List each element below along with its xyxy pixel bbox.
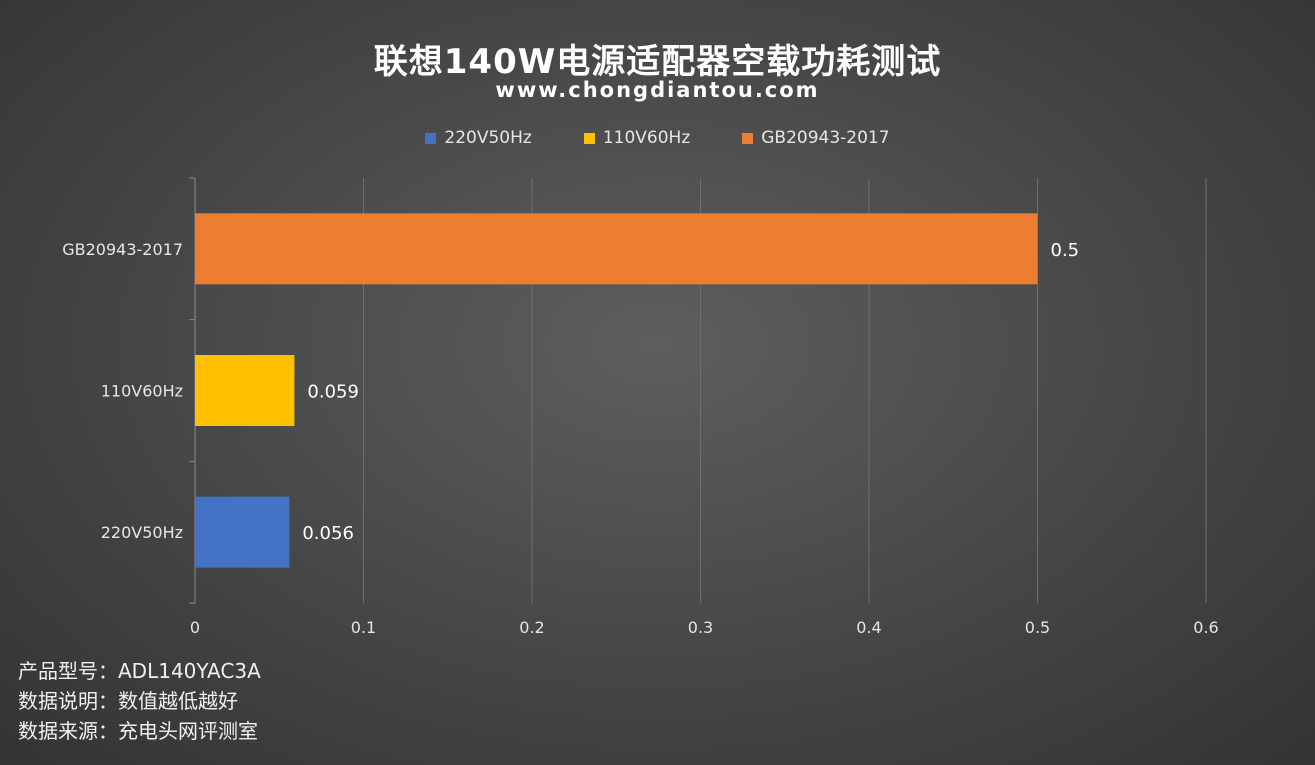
data-label-1: 0.059 bbox=[307, 382, 359, 403]
bar-2 bbox=[195, 213, 1038, 285]
legend: 220V50Hz 110V60Hz GB20943-2017 bbox=[0, 128, 1315, 148]
note-source: 数据来源：充电头网评测室 bbox=[18, 719, 258, 743]
chart-title: 联想140W电源适配器空载功耗测试 bbox=[373, 42, 942, 82]
x-tick-label-2: 0.2 bbox=[519, 618, 544, 637]
legend-label-110v60hz: 110V60Hz bbox=[602, 128, 691, 148]
legend-item-220v50hz: 220V50Hz bbox=[425, 128, 532, 148]
y-category-label-1: 110V60Hz bbox=[101, 382, 183, 401]
note-model: 产品型号：ADL140YAC3A bbox=[18, 659, 261, 683]
y-category-label-0: 220V50Hz bbox=[101, 523, 183, 542]
chart-notes: 产品型号：ADL140YAC3A 数据说明：数值越低越好 数据来源：充电头网评测… bbox=[18, 656, 261, 746]
bar-chart: 0 0.1 0.2 0.3 0.4 0.5 0.6 0.056 220V50Hz 0.059 110… bbox=[62, 177, 1219, 637]
legend-item-gb20943: GB20943-2017 bbox=[742, 128, 890, 148]
x-tick-label-3: 0.3 bbox=[688, 618, 713, 637]
data-label-0: 0.056 bbox=[302, 523, 354, 544]
legend-swatch-220v50hz bbox=[425, 132, 437, 144]
legend-swatch-110v60hz bbox=[583, 132, 595, 144]
bar-1 bbox=[195, 355, 295, 426]
legend-label-gb20943: GB20943-2017 bbox=[761, 128, 890, 148]
x-tick-label-1: 0.1 bbox=[351, 618, 376, 637]
x-tick-label-4: 0.4 bbox=[856, 618, 881, 637]
x-tick-label-5: 0.5 bbox=[1025, 618, 1050, 637]
note-explanation: 数据说明：数值越低越好 bbox=[18, 689, 238, 713]
x-tick-label-6: 0.6 bbox=[1193, 618, 1218, 637]
y-category-label-2: GB20943-2017 bbox=[62, 240, 183, 259]
data-label-2: 0.5 bbox=[1051, 240, 1080, 261]
legend-item-110v60hz: 110V60Hz bbox=[583, 128, 691, 148]
x-tick-label-0: 0 bbox=[190, 618, 200, 637]
legend-label-220v50hz: 220V50Hz bbox=[444, 128, 532, 148]
bar-0 bbox=[195, 496, 290, 568]
chart-subtitle: www.chongdiantou.com bbox=[495, 78, 820, 102]
legend-swatch-gb20943 bbox=[742, 132, 754, 144]
